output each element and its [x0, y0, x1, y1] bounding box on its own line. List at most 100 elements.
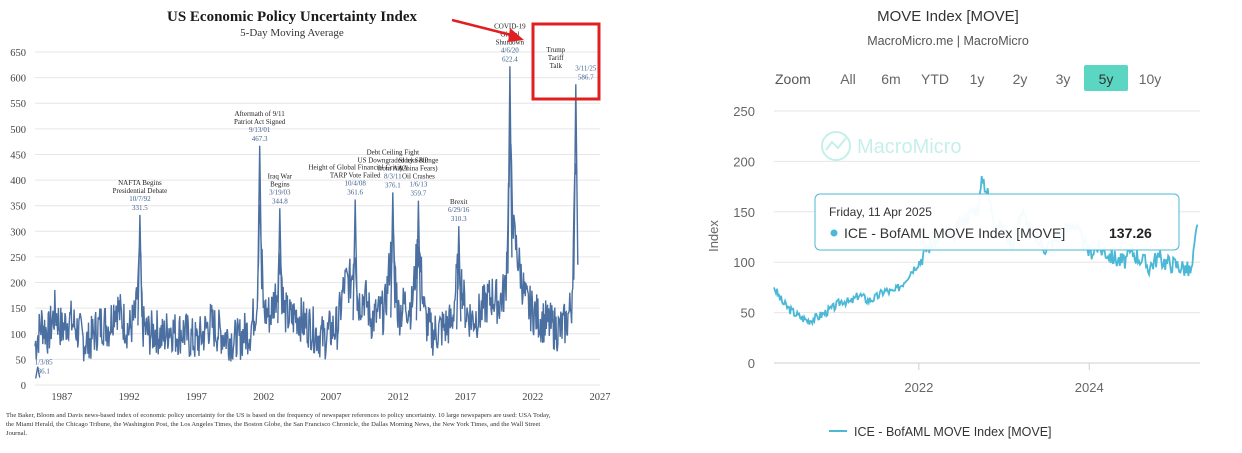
- epu-event-note: Stocks Plunge: [398, 157, 438, 165]
- epu-x-tick-label: 2022: [522, 392, 543, 403]
- epu-peak-date: 10/7/92: [129, 195, 151, 203]
- epu-y-tick-label: 50: [16, 355, 27, 366]
- epu-event-note: Presidential Debate: [113, 187, 168, 195]
- move-chart-panel: MOVE Index [MOVE] MacroMicro.me | MacroM…: [706, 8, 1200, 439]
- move-x-tick-label: 2022: [904, 380, 933, 395]
- range-button-label[interactable]: 1y: [970, 71, 985, 87]
- epu-event-note: (China Fears): [399, 165, 438, 173]
- epu-x-tick-label: 1997: [186, 392, 207, 403]
- tooltip-series-dot: [830, 229, 838, 237]
- move-y-tick-label: 0: [748, 356, 755, 371]
- epu-peak-date: 6/29/16: [448, 206, 470, 214]
- epu-event-note: Tariff: [548, 54, 564, 62]
- epu-x-tick-label: 1987: [51, 392, 72, 403]
- move-y-tick-label: 250: [733, 104, 755, 119]
- epu-peak-date: 1/6/13: [409, 181, 427, 189]
- epu-y-tick-label: 400: [10, 176, 26, 187]
- legend-label[interactable]: ICE - BofAML MOVE Index [MOVE]: [854, 425, 1052, 439]
- epu-peak-value: 622.4: [502, 55, 518, 63]
- epu-y-tick-label: 250: [10, 253, 26, 264]
- range-button-label[interactable]: All: [840, 71, 856, 87]
- epu-event-note: Oil Crashes: [402, 173, 435, 181]
- epu-peak-value: 467.3: [252, 135, 268, 143]
- range-button-label[interactable]: YTD: [921, 71, 949, 87]
- range-button-label[interactable]: 3y: [1056, 71, 1071, 87]
- macromicro-watermark: MacroMicro: [821, 131, 961, 161]
- epu-peak-date: 8/3/11: [384, 172, 402, 180]
- range-button-5y[interactable]: 5y: [1084, 65, 1128, 91]
- epu-peak-date: 9/13/01: [249, 126, 271, 134]
- move-y-axis-label: Index: [706, 220, 721, 252]
- epu-x-tick-label: 2027: [590, 392, 611, 403]
- range-button-label[interactable]: 5y: [1099, 71, 1114, 87]
- epu-event-note: Height of Global Financial Crisis: [309, 164, 403, 172]
- epu-y-tick-label: 600: [10, 74, 26, 85]
- tooltip-box: [814, 193, 1180, 251]
- epu-x-tick-label: 2012: [388, 392, 409, 403]
- epu-peak-value: 344.8: [272, 197, 288, 205]
- range-button-active-bg: [1084, 65, 1128, 91]
- epu-y-tick-label: 500: [10, 125, 26, 136]
- move-y-tick-label: 150: [733, 205, 755, 220]
- epu-footnote: The Baker, Bloom and Davis news-based in…: [6, 412, 551, 437]
- highlight-box: [531, 22, 601, 101]
- epu-series-line: [34, 66, 579, 379]
- tooltip-series-name: ICE - BofAML MOVE Index [MOVE]: [844, 225, 1065, 241]
- move-x-axis: 2022 2024: [904, 363, 1104, 395]
- epu-event-note: Debt Ceiling Fight: [367, 148, 420, 156]
- move-y-axis: 0 50 100 150 200 250: [733, 104, 755, 371]
- epu-x-tick-label: 2007: [320, 392, 341, 403]
- epu-event-note: Trump: [546, 46, 565, 54]
- epu-y-tick-label: 550: [10, 99, 26, 110]
- epu-x-axis: 1987 1992 1997 2002 2007 2012 2017 2022 2027: [51, 392, 610, 403]
- range-button-2y[interactable]: 2y: [1013, 71, 1028, 87]
- range-button-label[interactable]: 10y: [1139, 71, 1162, 87]
- epu-event-note: Aftermath of 9/11: [235, 110, 286, 118]
- move-legend[interactable]: ICE - BofAML MOVE Index [MOVE]: [829, 425, 1052, 439]
- watermark-text: MacroMicro: [857, 136, 961, 158]
- epu-peak-value: 36.1: [38, 368, 51, 376]
- epu-footnote-line-2: the Miami Herald, the Chicago Tribune, t…: [6, 421, 540, 428]
- epu-event-note: Begins: [270, 180, 290, 188]
- epu-footnote-line-1: The Baker, Bloom and Davis news-based in…: [6, 412, 551, 419]
- epu-footnote-line-3: Journal.: [6, 430, 27, 437]
- epu-x-tick-label: 2017: [455, 392, 476, 403]
- epu-chart-title: US Economic Policy Uncertainty Index: [167, 9, 417, 25]
- range-button-6m[interactable]: 6m: [881, 71, 900, 87]
- epu-y-tick-label: 0: [21, 381, 26, 392]
- epu-y-tick-label: 450: [10, 150, 26, 161]
- range-button-3y[interactable]: 3y: [1056, 71, 1071, 87]
- epu-peak-date: 1/3/85: [35, 359, 53, 367]
- epu-y-tick-label: 350: [10, 202, 26, 213]
- epu-y-axis: 0 50 100 150 200 250 300 350 400 450 500 550 600 650: [10, 48, 26, 392]
- epu-event-note: COVID-19: [494, 22, 526, 30]
- range-button-ytd[interactable]: YTD: [921, 71, 949, 87]
- move-y-tick-label: 50: [741, 306, 755, 321]
- epu-chart-panel: US Economic Policy Uncertainty Index 5-D…: [6, 9, 611, 437]
- epu-event-note: Shutdown: [496, 38, 525, 46]
- epu-event-note: Iraq War: [268, 172, 293, 180]
- range-button-label[interactable]: 2y: [1013, 71, 1028, 87]
- range-button-10y[interactable]: 10y: [1139, 71, 1162, 87]
- epu-y-tick-label: 200: [10, 279, 26, 290]
- move-y-tick-label: 100: [733, 255, 755, 270]
- epu-event-note: TARP Vote Failed: [330, 172, 381, 180]
- highlight-arrow: [451, 18, 516, 38]
- epu-y-tick-label: 100: [10, 330, 26, 341]
- epu-event-note: NAFTA Begins: [118, 179, 162, 187]
- zoom-label: Zoom: [775, 71, 811, 87]
- range-button-1y[interactable]: 1y: [970, 71, 985, 87]
- range-button-label[interactable]: 6m: [881, 71, 900, 87]
- range-button-all[interactable]: All: [840, 71, 856, 87]
- epu-x-tick-label: 2002: [253, 392, 274, 403]
- move-y-tick-label: 200: [733, 154, 755, 169]
- move-chart-source: MacroMicro.me | MacroMicro: [867, 34, 1029, 48]
- move-series-line: [773, 175, 1199, 327]
- epu-y-tick-label: 150: [10, 304, 26, 315]
- epu-y-tick-label: 650: [10, 48, 26, 59]
- epu-peak-value: 376.1: [385, 181, 401, 189]
